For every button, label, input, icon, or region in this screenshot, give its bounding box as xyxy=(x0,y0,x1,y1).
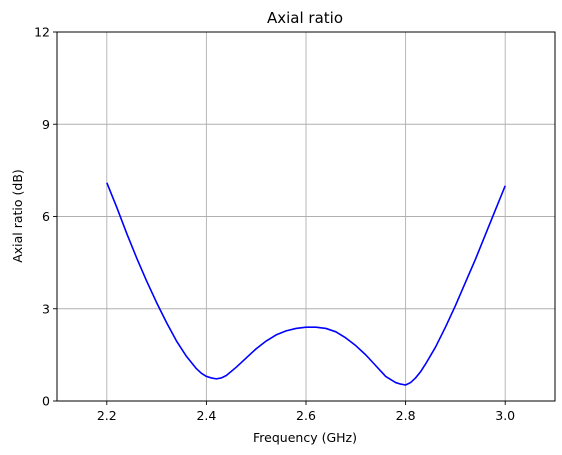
y-tick-label: 9 xyxy=(42,117,50,132)
x-tick-label: 2.6 xyxy=(296,408,316,423)
y-tick-label: 3 xyxy=(42,301,50,316)
x-axis-ticks: 2.2 2.4 2.6 2.8 3.0 xyxy=(97,401,515,423)
y-tick-label: 6 xyxy=(42,209,50,224)
x-tick-label: 3.0 xyxy=(495,408,515,423)
y-axis-label: Axial ratio (dB) xyxy=(10,169,25,263)
y-axis-ticks: 0 3 6 9 12 xyxy=(34,25,57,409)
chart-title: Axial ratio xyxy=(267,9,343,27)
y-tick-label: 12 xyxy=(34,25,50,40)
x-tick-label: 2.4 xyxy=(196,408,216,423)
y-tick-label: 0 xyxy=(42,394,50,409)
x-tick-label: 2.8 xyxy=(396,408,416,423)
series-layer xyxy=(106,182,506,386)
x-tick-label: 2.2 xyxy=(97,408,117,423)
series-line xyxy=(106,182,506,386)
x-axis-label: Frequency (GHz) xyxy=(253,430,357,445)
grid-lines xyxy=(57,31,555,402)
